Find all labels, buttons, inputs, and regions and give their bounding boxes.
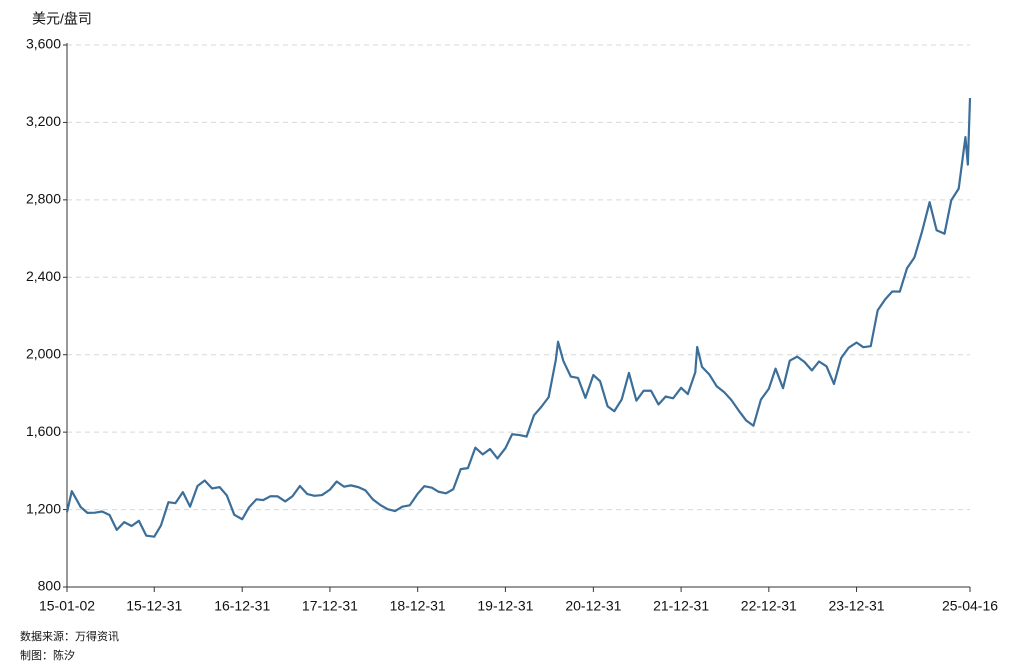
- x-tick-label: 21-12-31: [653, 598, 709, 614]
- x-tick-label: 25-04-16: [942, 598, 998, 614]
- x-tick-label: 19-12-31: [477, 598, 533, 614]
- x-tick-label: 22-12-31: [741, 598, 797, 614]
- x-tick-label: 15-01-02: [39, 598, 95, 614]
- x-tick-label: 18-12-31: [390, 598, 446, 614]
- x-tick-label: 20-12-31: [565, 598, 621, 614]
- x-tick-label: 16-12-31: [214, 598, 270, 614]
- y-tick-label: 1,200: [26, 500, 61, 516]
- y-tick-label: 2,000: [26, 345, 61, 361]
- y-tick-label: 3,200: [26, 113, 61, 129]
- y-axis-unit: 美元/盘司: [32, 11, 92, 27]
- source-note: 数据来源：万得资讯: [20, 629, 119, 643]
- author-note: 制图：陈汐: [20, 648, 75, 662]
- y-tick-label: 3,600: [26, 36, 61, 52]
- x-tick-label: 17-12-31: [302, 598, 358, 614]
- x-tick-label: 15-12-31: [126, 598, 182, 614]
- y-tick-label: 2,800: [26, 191, 61, 207]
- y-tick-label: 2,400: [26, 268, 61, 284]
- x-tick-label: 23-12-31: [829, 598, 885, 614]
- y-tick-label: 800: [38, 578, 62, 594]
- y-tick-label: 1,600: [26, 423, 61, 439]
- price-line: [65, 98, 972, 538]
